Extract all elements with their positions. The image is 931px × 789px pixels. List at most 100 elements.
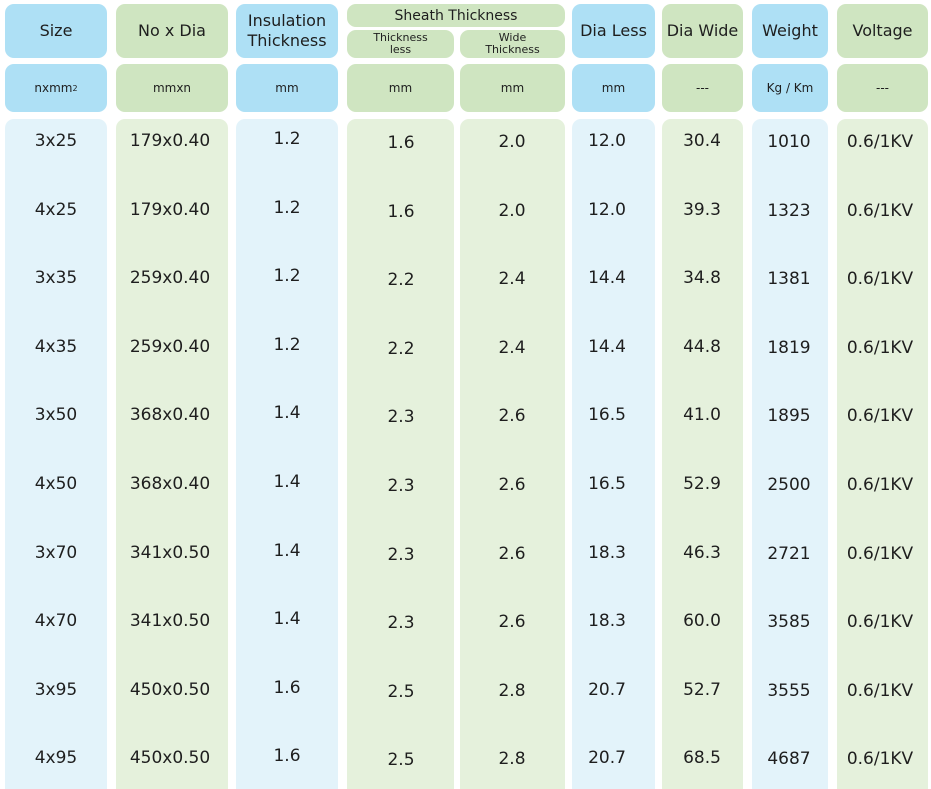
cell-voltage: 0.6/1KV [846, 543, 914, 564]
cell-weight: 2721 [767, 543, 811, 564]
cell-dia-less: 16.5 [588, 474, 626, 494]
cell-no-x-dia: 259x0.40 [129, 268, 211, 289]
cell-voltage: 0.6/1KV [846, 406, 914, 427]
cell-no-x-dia: 368x0.40 [129, 405, 211, 426]
cell-dia-less: 18.3 [588, 542, 626, 563]
column-voltage [837, 119, 928, 789]
cell-voltage: 0.6/1KV [846, 612, 914, 633]
cell-size: 3x35 [34, 268, 78, 289]
cell-dia-wide: 68.5 [683, 748, 721, 769]
cell-sheath-less: 2.2 [387, 338, 415, 359]
cell-size: 3x50 [34, 405, 78, 426]
unit-dia-less: mm [572, 64, 655, 112]
header-sheath-thickness-less: Thickness less [347, 30, 454, 58]
unit-sheath-wide: mm [460, 64, 565, 112]
cell-sheath-wide: 2.4 [498, 269, 526, 290]
cell-sheath-less: 1.6 [387, 133, 415, 153]
cell-dia-wide: 60.0 [683, 611, 721, 632]
cell-insulation: 1.2 [273, 129, 301, 149]
cell-dia-less: 12.0 [588, 199, 626, 220]
cell-size: 4x95 [34, 748, 78, 769]
cell-dia-less: 20.7 [588, 748, 626, 769]
cell-insulation: 1.6 [273, 677, 301, 698]
cell-dia-wide: 30.4 [683, 131, 721, 151]
header-sheath-wide-thickness: Wide Thickness [460, 30, 565, 58]
cell-insulation: 1.4 [273, 403, 301, 424]
column-no-x-dia [116, 119, 228, 789]
cell-sheath-less: 2.5 [387, 750, 415, 771]
header-sheath-thickness: Sheath Thickness [347, 4, 565, 27]
header-no-x-dia: No x Dia [116, 4, 228, 58]
cell-dia-wide: 46.3 [683, 542, 721, 563]
cell-insulation: 1.2 [273, 266, 301, 287]
cell-sheath-wide: 2.0 [498, 132, 526, 152]
cell-no-x-dia: 450x0.50 [129, 679, 211, 700]
cell-no-x-dia: 341x0.50 [129, 611, 211, 632]
column-sheath-less [347, 119, 454, 789]
cell-weight: 1819 [767, 337, 811, 358]
cell-dia-wide: 52.7 [683, 679, 721, 700]
cell-insulation: 1.6 [273, 746, 301, 767]
cell-dia-wide: 44.8 [683, 336, 721, 357]
cell-dia-wide: 41.0 [683, 405, 721, 426]
unit-sheath-less: mm [347, 64, 454, 112]
unit-weight: Kg / Km [752, 64, 828, 112]
cell-sheath-less: 2.2 [387, 270, 415, 291]
cell-voltage: 0.6/1KV [846, 200, 914, 221]
cell-dia-wide: 39.3 [683, 199, 721, 220]
cell-weight: 1010 [767, 132, 811, 152]
cell-weight: 2500 [767, 475, 811, 495]
header-dia-wide: Dia Wide [662, 4, 743, 58]
cell-weight: 3585 [767, 612, 811, 633]
cell-sheath-wide: 2.6 [498, 543, 526, 564]
column-sheath-wide [460, 119, 565, 789]
column-weight [752, 119, 828, 789]
cell-sheath-wide: 2.8 [498, 680, 526, 701]
cell-voltage: 0.6/1KV [846, 749, 914, 770]
cell-size: 4x35 [34, 336, 78, 357]
cell-dia-less: 14.4 [588, 336, 626, 357]
cell-no-x-dia: 179x0.40 [129, 131, 211, 151]
header-insulation-thickness: Insulation Thickness [236, 4, 338, 58]
cell-voltage: 0.6/1KV [846, 269, 914, 290]
header-size: Size [5, 4, 107, 58]
cell-dia-less: 14.4 [588, 268, 626, 289]
cell-sheath-wide: 2.4 [498, 337, 526, 358]
cell-sheath-less: 2.3 [387, 407, 415, 428]
cell-sheath-less: 2.3 [387, 613, 415, 634]
column-dia-wide [662, 119, 743, 789]
cell-dia-wide: 34.8 [683, 268, 721, 289]
cell-size: 4x70 [34, 611, 78, 632]
cell-size: 3x70 [34, 542, 78, 563]
cell-weight: 1323 [767, 200, 811, 221]
unit-size: nxmm 2 [5, 64, 107, 112]
cell-sheath-wide: 2.0 [498, 200, 526, 221]
cell-dia-wide: 52.9 [683, 474, 721, 494]
cell-dia-less: 18.3 [588, 611, 626, 632]
unit-no-x-dia: mmxn [116, 64, 228, 112]
unit-voltage: --- [837, 64, 928, 112]
cell-sheath-wide: 2.6 [498, 612, 526, 633]
column-size [5, 119, 107, 789]
cell-size: 3x95 [34, 679, 78, 700]
cell-voltage: 0.6/1KV [846, 337, 914, 358]
cell-sheath-less: 2.3 [387, 544, 415, 565]
cell-insulation: 1.4 [273, 472, 301, 492]
header-dia-less: Dia Less [572, 4, 655, 58]
cell-dia-less: 20.7 [588, 679, 626, 700]
cell-sheath-less: 1.6 [387, 201, 415, 222]
cell-size: 3x25 [34, 131, 78, 151]
cell-insulation: 1.2 [273, 334, 301, 355]
cell-no-x-dia: 341x0.50 [129, 542, 211, 563]
cell-insulation: 1.4 [273, 609, 301, 630]
cell-dia-less: 16.5 [588, 405, 626, 426]
cell-sheath-wide: 2.8 [498, 749, 526, 770]
cell-voltage: 0.6/1KV [846, 475, 914, 495]
cell-dia-less: 12.0 [588, 131, 626, 151]
cell-weight: 1381 [767, 269, 811, 290]
cell-size: 4x25 [34, 199, 78, 220]
cell-sheath-less: 2.3 [387, 476, 415, 496]
column-dia-less [572, 119, 655, 789]
cell-no-x-dia: 450x0.50 [129, 748, 211, 769]
cell-weight: 3555 [767, 680, 811, 701]
